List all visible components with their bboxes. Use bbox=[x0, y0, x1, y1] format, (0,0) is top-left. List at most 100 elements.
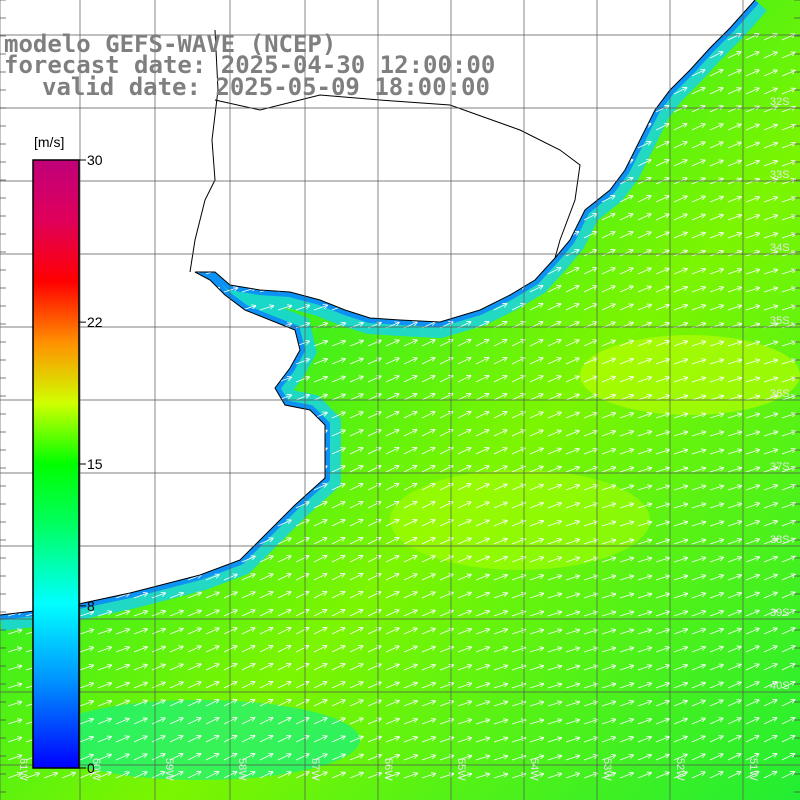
wind-arrow bbox=[241, 378, 255, 383]
wind-arrow bbox=[97, 414, 111, 419]
wind-arrow bbox=[637, 70, 651, 77]
wind-arrow bbox=[583, 268, 597, 275]
wind-arrow bbox=[7, 160, 21, 167]
wind-arrow bbox=[619, 576, 633, 581]
wind-arrow bbox=[367, 305, 381, 311]
wind-arrow bbox=[727, 378, 741, 383]
wind-arrow bbox=[583, 70, 597, 77]
wind-arrow bbox=[151, 306, 165, 311]
wind-arrow bbox=[511, 358, 525, 365]
wind-arrow bbox=[205, 360, 219, 365]
colorbar-tick-label: 15 bbox=[87, 456, 103, 472]
wind-arrow bbox=[727, 124, 741, 131]
wind-arrow bbox=[583, 576, 597, 581]
wind-arrow bbox=[223, 342, 237, 347]
wind-arrow bbox=[457, 430, 471, 437]
wind-arrow bbox=[277, 126, 291, 131]
wind-arrow bbox=[655, 576, 669, 581]
wind-arrow bbox=[565, 594, 579, 599]
wind-arrow bbox=[583, 594, 597, 599]
wind-arrow bbox=[385, 628, 399, 635]
wind-arrow bbox=[277, 467, 291, 473]
wind-arrow bbox=[673, 360, 687, 365]
wind-arrow bbox=[151, 142, 165, 149]
wind-arrow bbox=[781, 628, 795, 635]
wind-arrow bbox=[781, 71, 795, 77]
wind-arrow bbox=[331, 646, 345, 653]
wind-arrow bbox=[781, 179, 795, 185]
wind-arrow bbox=[475, 376, 489, 383]
wind-arrow bbox=[565, 485, 579, 491]
wind-arrow bbox=[763, 503, 777, 509]
wind-arrow bbox=[367, 448, 381, 455]
wind-arrow bbox=[421, 340, 435, 347]
wind-arrow bbox=[187, 360, 201, 365]
wind-arrow bbox=[655, 232, 669, 239]
wind-arrow bbox=[97, 612, 111, 617]
wind-arrow bbox=[331, 412, 345, 419]
wind-arrow bbox=[763, 628, 777, 635]
wind-arrow bbox=[457, 394, 471, 401]
wind-arrow bbox=[763, 611, 777, 617]
wind-arrow bbox=[727, 161, 741, 167]
wind-arrow bbox=[421, 502, 435, 509]
wind-arrow bbox=[295, 413, 309, 419]
wind-arrow bbox=[457, 520, 471, 527]
wind-arrow bbox=[763, 125, 777, 131]
wind-arrow bbox=[601, 142, 615, 149]
wind-arrow bbox=[97, 196, 111, 203]
wind-arrow bbox=[97, 359, 111, 365]
wind-arrow bbox=[637, 486, 651, 491]
wind-arrow bbox=[619, 250, 633, 257]
wind-arrow bbox=[79, 576, 93, 581]
wind-arrow bbox=[583, 250, 597, 257]
wind-arrow bbox=[133, 414, 147, 419]
wind-arrow bbox=[781, 198, 795, 203]
wind-arrow bbox=[421, 629, 435, 635]
wind-arrow bbox=[421, 376, 435, 383]
wind-arrow bbox=[601, 431, 615, 437]
wind-arrow bbox=[187, 143, 201, 149]
wind-arrow bbox=[439, 520, 453, 527]
wind-arrow bbox=[151, 540, 165, 545]
wind-arrow bbox=[97, 504, 111, 509]
wind-arrow bbox=[277, 180, 291, 185]
wind-arrow bbox=[457, 340, 471, 347]
wind-arrow bbox=[277, 628, 291, 635]
wind-arrow bbox=[529, 106, 543, 113]
wind-arrow bbox=[583, 630, 597, 635]
wind-arrow bbox=[763, 342, 777, 347]
wind-arrow bbox=[259, 144, 273, 149]
wind-arrow bbox=[169, 270, 183, 275]
wind-arrow bbox=[763, 593, 777, 599]
wind-arrow bbox=[781, 396, 795, 401]
wind-arrow bbox=[655, 214, 669, 221]
wind-arrow bbox=[205, 485, 219, 491]
wind-arrow bbox=[763, 197, 777, 203]
wind-arrow bbox=[529, 358, 543, 365]
wind-arrow bbox=[709, 52, 723, 59]
wind-arrow bbox=[673, 576, 687, 581]
wind-arrow bbox=[511, 466, 525, 473]
wind-arrow bbox=[313, 610, 327, 617]
wind-arrow bbox=[385, 340, 399, 347]
wind-arrow bbox=[763, 557, 777, 563]
wind-arrow bbox=[187, 233, 201, 239]
wind-arrow bbox=[457, 376, 471, 383]
wind-arrow bbox=[115, 432, 129, 437]
wind-arrow bbox=[115, 611, 129, 617]
wind-arrow bbox=[709, 106, 723, 113]
wind-arrow bbox=[223, 234, 237, 239]
wind-arrow bbox=[205, 197, 219, 203]
wind-arrow bbox=[151, 197, 165, 203]
wind-arrow bbox=[349, 592, 363, 599]
wind-arrow bbox=[691, 432, 705, 437]
wind-arrow bbox=[637, 630, 651, 635]
wind-arrow bbox=[709, 396, 723, 401]
wind-arrow bbox=[745, 593, 759, 599]
wind-arrow bbox=[295, 144, 309, 149]
wind-arrow bbox=[115, 233, 129, 239]
wind-arrow bbox=[439, 538, 453, 545]
wind-arrow bbox=[493, 484, 507, 491]
